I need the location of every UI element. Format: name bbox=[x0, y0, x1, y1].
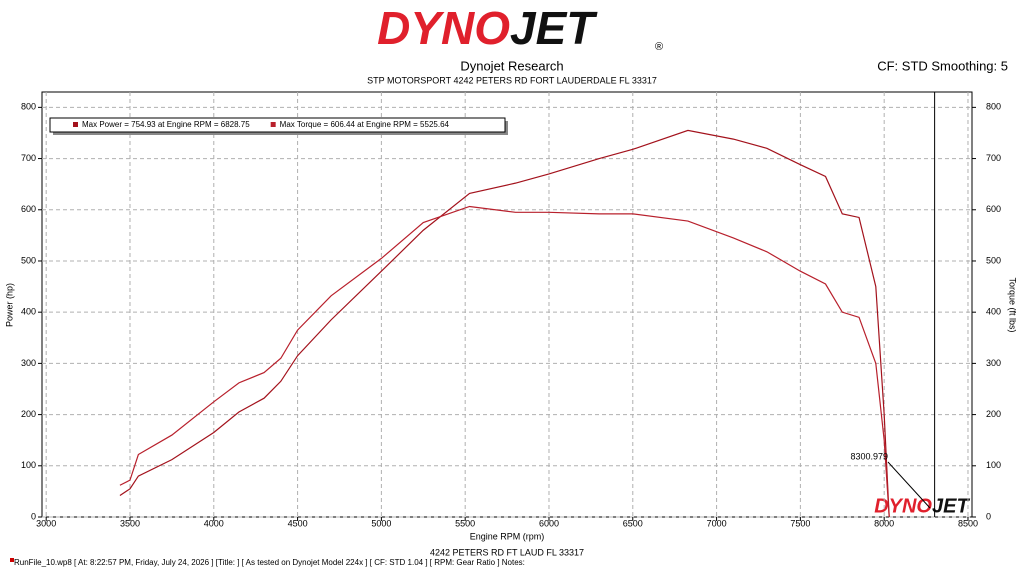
y2-tick-label: 200 bbox=[986, 409, 1001, 419]
y-tick-label: 200 bbox=[21, 409, 36, 419]
x-tick-label: 5500 bbox=[455, 518, 475, 528]
y2-tick-label: 600 bbox=[986, 204, 1001, 214]
x-tick-label: 4500 bbox=[288, 518, 308, 528]
y2-tick-label: 400 bbox=[986, 307, 1001, 317]
watermark-right: JET bbox=[932, 495, 970, 517]
y-tick-label: 300 bbox=[21, 358, 36, 368]
logo-left: DYNO bbox=[377, 2, 510, 54]
cursor-pointer bbox=[887, 461, 931, 509]
legend-marker bbox=[73, 122, 78, 127]
x-axis-label: Engine RPM (rpm) bbox=[470, 531, 545, 541]
legend bbox=[49, 117, 506, 133]
x-tick-label: 8000 bbox=[874, 518, 894, 528]
series-line bbox=[119, 129, 890, 518]
y-tick-label: 500 bbox=[21, 255, 36, 265]
y2-tick-label: 300 bbox=[986, 358, 1001, 368]
footer-address: 4242 PETERS RD FT LAUD FL 33317 bbox=[430, 547, 584, 557]
x-tick-label: 7500 bbox=[790, 518, 810, 528]
y-axis-label: Power (hp) bbox=[4, 283, 14, 327]
y-tick-label: 800 bbox=[21, 102, 36, 112]
x-tick-label: 6000 bbox=[539, 518, 559, 528]
y-tick-label: 100 bbox=[21, 460, 36, 470]
chart-title: Dynojet Research bbox=[460, 58, 563, 73]
y-tick-label: 0 bbox=[31, 511, 36, 521]
y2-axis-label: Torque (ft lbs) bbox=[1008, 277, 1018, 332]
y2-tick-label: 500 bbox=[986, 255, 1001, 265]
cursor-label: 8300.979 bbox=[850, 451, 888, 461]
legend-label: Max Torque = 606.44 at Engine RPM = 5525… bbox=[280, 120, 450, 129]
footer-info: RunFile_10.wp8 [ At: 8:22:57 PM, Friday,… bbox=[14, 558, 525, 567]
series-line bbox=[119, 205, 890, 518]
x-tick-label: 7000 bbox=[707, 518, 727, 528]
y-tick-label: 600 bbox=[21, 204, 36, 214]
y2-tick-label: 100 bbox=[986, 460, 1001, 470]
x-tick-label: 3500 bbox=[120, 518, 140, 528]
x-tick-label: 3000 bbox=[36, 518, 56, 528]
logo-right: JET bbox=[510, 2, 598, 54]
x-tick-label: 8500 bbox=[958, 518, 978, 528]
logo-mark: ® bbox=[655, 41, 663, 53]
settings-label: CF: STD Smoothing: 5 bbox=[877, 58, 1008, 73]
y-tick-label: 400 bbox=[21, 307, 36, 317]
footer-icon bbox=[10, 558, 14, 562]
legend-label: Max Power = 754.93 at Engine RPM = 6828.… bbox=[82, 120, 250, 129]
watermark-left: DYNO bbox=[874, 495, 932, 517]
y2-tick-label: 800 bbox=[986, 102, 1001, 112]
legend-marker bbox=[270, 122, 276, 127]
y-tick-label: 700 bbox=[21, 153, 36, 163]
chart-subtitle: STP MOTORSPORT 4242 PETERS RD FORT LAUDE… bbox=[367, 75, 657, 85]
y2-tick-label: 0 bbox=[986, 511, 991, 521]
x-tick-label: 6500 bbox=[623, 518, 643, 528]
y2-tick-label: 700 bbox=[986, 153, 1001, 163]
x-tick-label: 4000 bbox=[204, 518, 224, 528]
x-tick-label: 5000 bbox=[371, 518, 391, 528]
